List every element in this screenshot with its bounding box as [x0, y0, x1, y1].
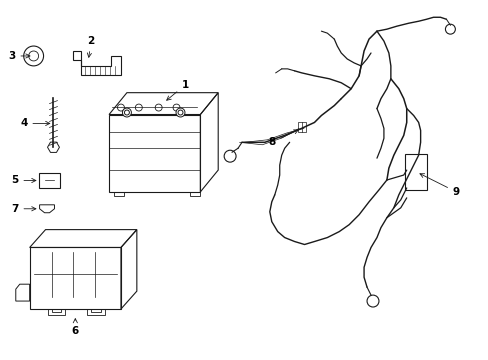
Text: 6: 6	[72, 319, 79, 336]
Text: 5: 5	[11, 175, 36, 185]
Text: 2: 2	[87, 36, 95, 57]
Text: 4: 4	[20, 118, 50, 129]
Circle shape	[176, 108, 184, 117]
Text: 7: 7	[11, 204, 36, 214]
Text: 3: 3	[8, 51, 30, 61]
Text: 1: 1	[166, 80, 189, 100]
Circle shape	[122, 108, 131, 117]
Text: 9: 9	[419, 174, 459, 197]
Text: 8: 8	[267, 130, 298, 147]
Bar	[297, 122, 305, 132]
